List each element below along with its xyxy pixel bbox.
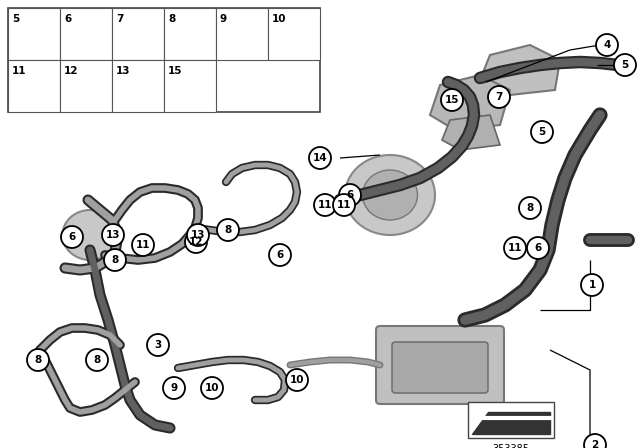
Circle shape (102, 224, 124, 246)
Circle shape (333, 194, 355, 216)
Bar (60, 60, 112, 112)
FancyBboxPatch shape (376, 326, 504, 404)
Circle shape (527, 237, 549, 259)
Text: 2: 2 (591, 440, 598, 448)
Text: 8: 8 (93, 355, 100, 365)
Circle shape (286, 369, 308, 391)
Bar (112, 60, 164, 112)
Circle shape (217, 219, 239, 241)
Ellipse shape (362, 170, 417, 220)
Circle shape (201, 377, 223, 399)
Text: 4: 4 (604, 40, 611, 50)
Bar (164, 60, 216, 112)
Circle shape (596, 34, 618, 56)
Circle shape (309, 147, 331, 169)
Text: 12: 12 (189, 237, 204, 247)
Text: 8: 8 (526, 203, 534, 213)
Text: 9: 9 (170, 383, 177, 393)
Circle shape (441, 89, 463, 111)
Text: 6: 6 (68, 232, 76, 242)
Circle shape (86, 349, 108, 371)
Text: 11: 11 (136, 240, 150, 250)
Text: 6: 6 (534, 243, 541, 253)
Circle shape (187, 224, 209, 246)
Text: 5: 5 (538, 127, 546, 137)
Circle shape (61, 226, 83, 248)
Text: 11: 11 (317, 200, 332, 210)
Circle shape (339, 184, 361, 206)
Text: 13: 13 (191, 230, 205, 240)
Text: 8: 8 (168, 14, 175, 24)
Text: 7: 7 (116, 14, 124, 24)
Text: 6: 6 (346, 190, 354, 200)
Circle shape (147, 334, 169, 356)
Bar (164, 8, 216, 60)
Text: 1: 1 (588, 280, 596, 290)
Bar (112, 8, 164, 60)
Circle shape (581, 274, 603, 296)
Text: 353385: 353385 (493, 444, 529, 448)
Bar (60, 8, 112, 60)
Text: 11: 11 (337, 200, 351, 210)
FancyBboxPatch shape (392, 342, 488, 393)
Text: 15: 15 (168, 66, 182, 76)
Circle shape (269, 244, 291, 266)
Text: 8: 8 (35, 355, 42, 365)
Bar (468, 402, 554, 438)
Polygon shape (442, 115, 500, 150)
Text: 8: 8 (225, 225, 232, 235)
Circle shape (27, 349, 49, 371)
Text: 12: 12 (64, 66, 79, 76)
Text: 10: 10 (205, 383, 220, 393)
Circle shape (584, 434, 606, 448)
Text: 9: 9 (220, 14, 227, 24)
Text: 11: 11 (12, 66, 26, 76)
Polygon shape (430, 75, 510, 130)
Text: 5: 5 (12, 14, 19, 24)
Text: 5: 5 (621, 60, 628, 70)
Bar (216, 8, 268, 60)
Ellipse shape (63, 210, 118, 260)
Circle shape (104, 249, 126, 271)
Text: 10: 10 (290, 375, 304, 385)
Text: 13: 13 (106, 230, 120, 240)
Polygon shape (480, 45, 560, 95)
Circle shape (519, 197, 541, 219)
Bar (268, 8, 320, 60)
Polygon shape (472, 412, 550, 434)
Ellipse shape (345, 155, 435, 235)
Circle shape (614, 54, 636, 76)
Bar (8, 60, 60, 112)
Circle shape (531, 121, 553, 143)
Text: 15: 15 (445, 95, 460, 105)
Circle shape (488, 86, 510, 108)
Text: 3: 3 (154, 340, 162, 350)
Text: 13: 13 (116, 66, 131, 76)
Text: 8: 8 (111, 255, 118, 265)
Circle shape (314, 194, 336, 216)
Text: 11: 11 (508, 243, 522, 253)
Text: 6: 6 (276, 250, 284, 260)
Text: 6: 6 (64, 14, 71, 24)
Circle shape (185, 231, 207, 253)
Circle shape (132, 234, 154, 256)
Bar (8, 8, 320, 112)
Text: 7: 7 (495, 92, 502, 102)
Circle shape (163, 377, 185, 399)
Circle shape (504, 237, 526, 259)
Bar (8, 8, 60, 60)
Text: 10: 10 (272, 14, 287, 24)
Text: 14: 14 (313, 153, 327, 163)
